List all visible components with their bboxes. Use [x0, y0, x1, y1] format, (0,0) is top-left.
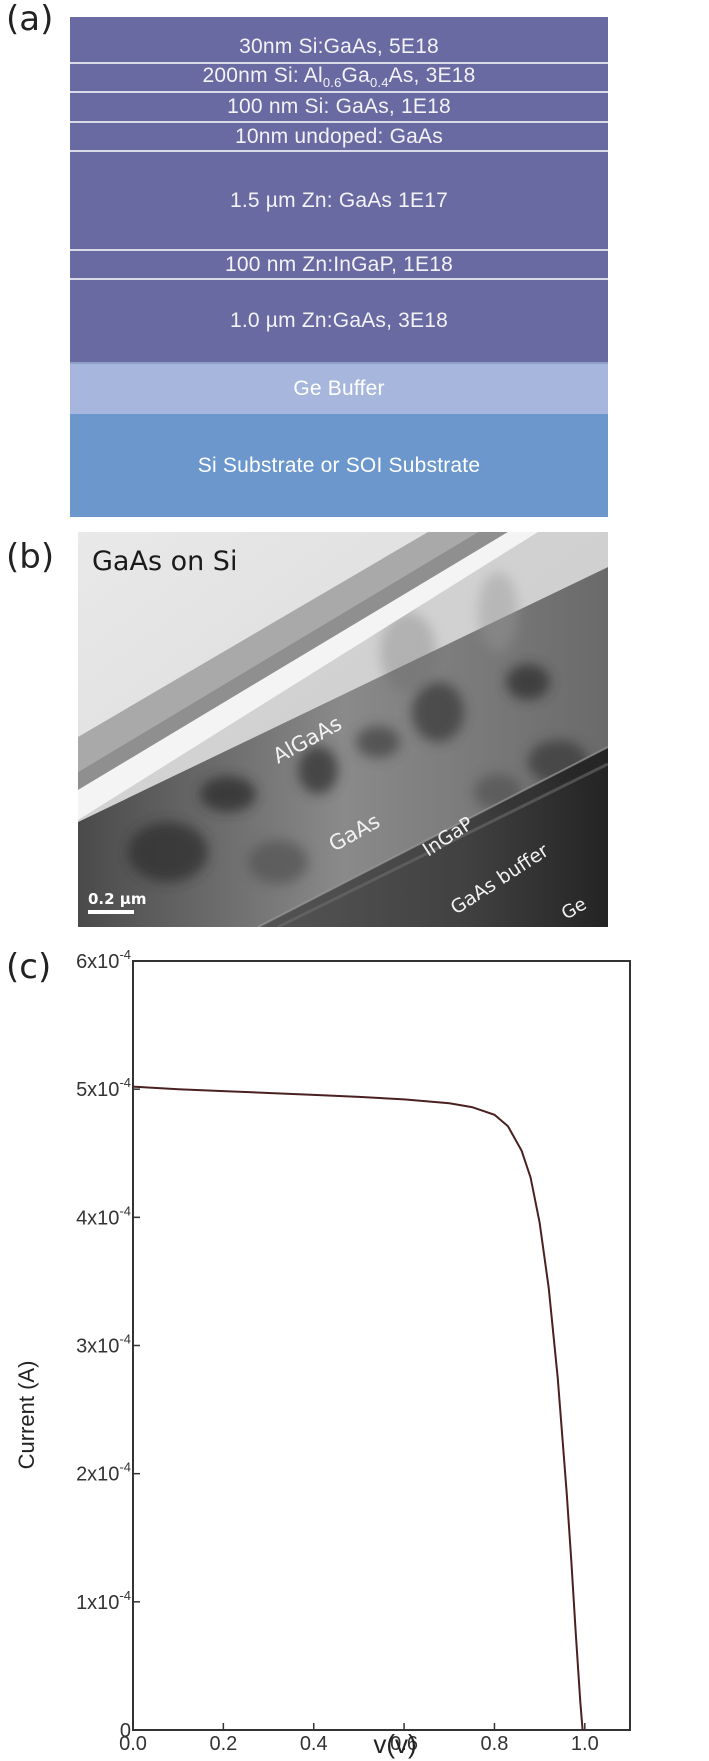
- layer-ingap: 100 nm Zn:InGaP, 1E18: [70, 249, 608, 278]
- y-tick-label: 2x10-4: [76, 1460, 131, 1486]
- layer-ge-buffer: Ge Buffer: [70, 362, 608, 414]
- scale-bar-label: 0.2 µm: [88, 890, 146, 908]
- layer-label: 1.0 µm Zn:GaAs, 3E18: [229, 309, 449, 332]
- iv-curve-series-0: [132, 1085, 584, 1731]
- y-tick-label: 0: [120, 1720, 131, 1742]
- layer-si-gaas: 100 nm Si: GaAs, 1E18: [70, 91, 608, 121]
- iv-chart: 0 1x10-4 2x10-4 3x10-4 4x10-4 5x10-4 6x10-4 0.…: [14, 947, 631, 1759]
- x-axis-label: v(v): [373, 1729, 416, 1759]
- layer-label: 1.5 µm Zn: GaAs 1E17: [229, 188, 449, 212]
- y-axis-label: Current (A): [14, 1361, 39, 1470]
- layer-undoped-gaas: 10nm undoped: GaAs: [70, 121, 608, 150]
- series-layer: [132, 1085, 584, 1731]
- y-tick-label: 6x10-4: [76, 947, 131, 973]
- scale-bar: [88, 910, 134, 914]
- layer-label: 200nm Si: Al0.6Ga0.4As, 3E18: [202, 64, 476, 91]
- layer-label: 100 nm Si: GaAs, 1E18: [227, 95, 451, 118]
- layer-label: Ge Buffer: [293, 377, 385, 400]
- layer-label: 100 nm Zn:InGaP, 1E18: [225, 252, 453, 276]
- x-tick-label: 0.0: [119, 1733, 147, 1755]
- y-axis-ticks: 0 1x10-4 2x10-4 3x10-4 4x10-4 5x10-4 6x10-4: [76, 947, 140, 1742]
- panel-label-c: (c): [6, 947, 52, 987]
- x-tick-label: 0.6: [390, 1733, 418, 1755]
- x-tick-label: 1.0: [571, 1733, 599, 1755]
- y-tick-label: 3x10-4: [76, 1332, 131, 1358]
- layer-algaas: 200nm Si: Al0.6Ga0.4As, 3E18: [70, 62, 608, 91]
- layer-cap-gaas: 30nm Si:GaAs, 5E18: [70, 17, 608, 62]
- y-tick-label: 1x10-4: [76, 1588, 131, 1614]
- layer-zn-gaas-absorber: 1.5 µm Zn: GaAs 1E17: [70, 150, 608, 249]
- panel-label-b: (b): [6, 537, 55, 577]
- x-tick-label: 0.2: [209, 1733, 237, 1755]
- layer-zn-gaas-base: 1.0 µm Zn:GaAs, 3E18: [70, 278, 608, 362]
- y-tick-label: 5x10-4: [76, 1075, 131, 1101]
- layer-label: 10nm undoped: GaAs: [235, 124, 443, 148]
- x-tick-label: 0.8: [481, 1733, 509, 1755]
- tem-micrograph: GaAs on Si AlGaAs GaAs InGaP GaAs buffer…: [78, 532, 608, 927]
- y-tick-label: 4x10-4: [76, 1203, 131, 1229]
- x-tick-label: 0.4: [300, 1733, 328, 1755]
- x-axis-ticks: 0.0 0.2 0.4 0.6 0.8 1.0: [119, 1723, 599, 1755]
- panel-label-a: (a): [6, 0, 54, 39]
- tem-title: GaAs on Si: [92, 546, 237, 577]
- layer-label: Si Substrate or SOI Substrate: [197, 453, 481, 477]
- layer-substrate: Si Substrate or SOI Substrate: [70, 414, 608, 517]
- layer-label: 30nm Si:GaAs, 5E18: [239, 34, 439, 58]
